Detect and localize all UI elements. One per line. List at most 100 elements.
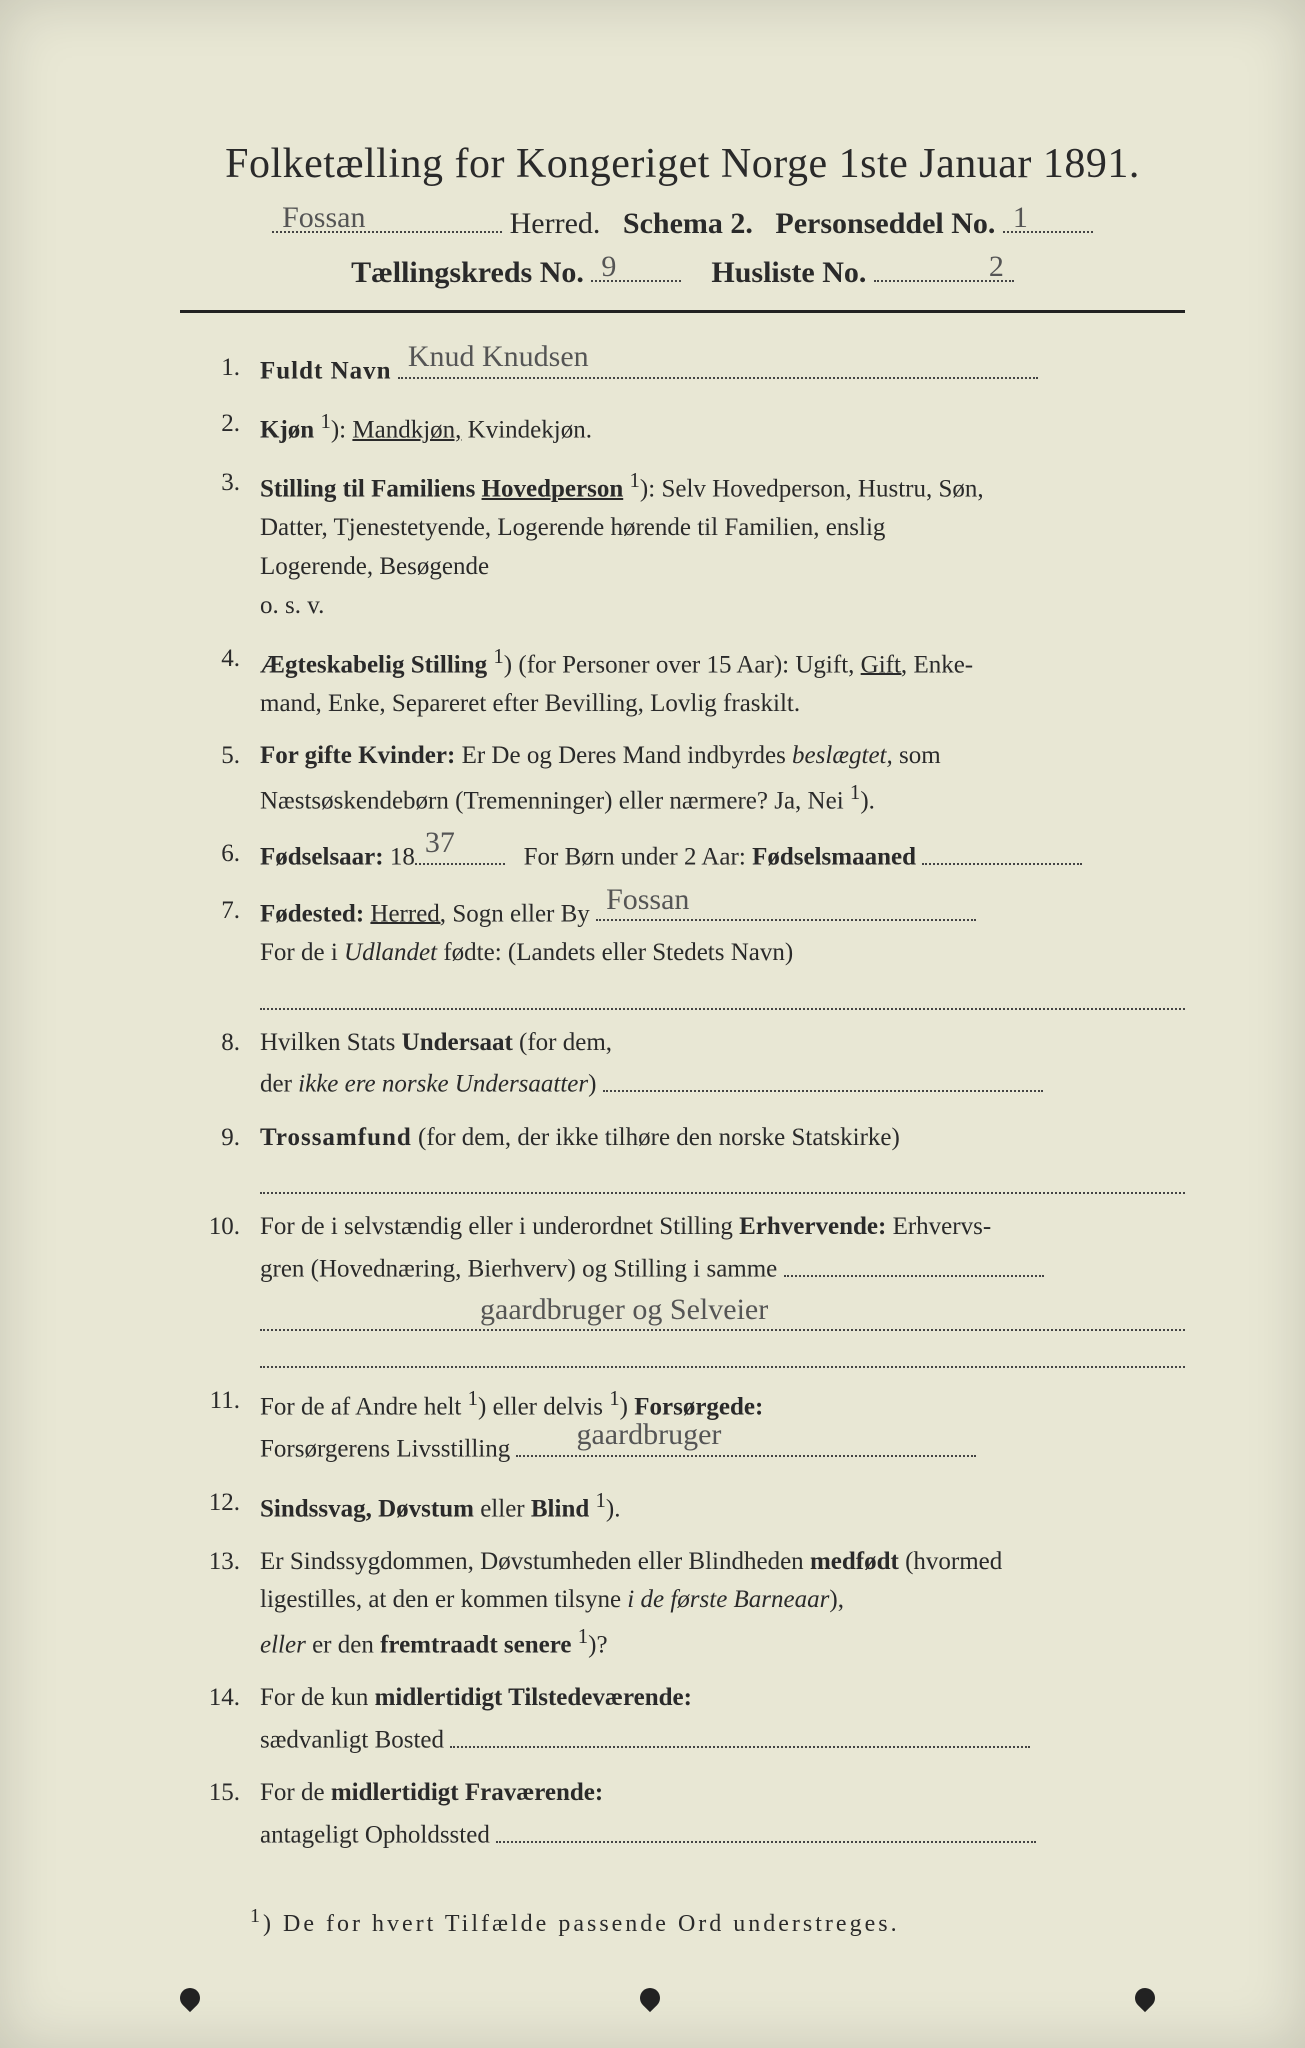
item8-text2: (for dem, — [519, 1029, 612, 1056]
husliste-label: Husliste No. — [711, 256, 866, 289]
item-number: 3. — [180, 464, 260, 503]
kjon-rest: Kvindekjøn. — [468, 417, 592, 444]
label-kjon: Kjøn — [260, 417, 314, 444]
label-fuldt-navn: Fuldt Navn — [260, 358, 392, 385]
item8-text1: Hvilken Stats — [260, 1029, 395, 1056]
item5-beslag: beslægtet, — [792, 742, 893, 769]
label-erhvervende: Erhvervende: — [739, 1213, 886, 1240]
item-5: 5. For gifte Kvinder: Er De og Deres Man… — [180, 737, 1185, 821]
item5-som: som — [899, 742, 941, 769]
footnote-text: De for hvert Tilfælde passende Ord under… — [283, 1911, 900, 1937]
item-number: 11. — [180, 1382, 260, 1421]
item-2: 2. Kjøn 1): Mandkjøn, Kvindekjøn. — [180, 405, 1185, 450]
senere: fremtraadt senere — [380, 1632, 571, 1659]
item13-eller: eller — [260, 1632, 306, 1659]
label-fodested: Fødested: — [260, 900, 364, 927]
item10-text2: Erhvervs- — [893, 1213, 992, 1240]
item-14: 14. For de kun midlertidigt Tilstedevære… — [180, 1679, 1185, 1760]
item-number: 9. — [180, 1119, 260, 1158]
item3-line2: Datter, Tjenestetyende, Logerende hørend… — [260, 514, 885, 541]
item-6: 6. Fødselsaar: 1837 For Børn under 2 Aar… — [180, 835, 1185, 877]
title-line-3: Tællingskreds No. 9 Husliste No. 2 — [180, 247, 1185, 290]
item9-text: (for dem, der ikke tilhøre den norske St… — [418, 1124, 900, 1151]
month-label: Fødselsmaaned — [752, 844, 916, 871]
husliste-no: 2 — [989, 250, 1004, 284]
item13-ital: i de første Barneaar — [627, 1586, 829, 1613]
abroad-label: For de i — [260, 939, 338, 966]
item3-line1: Selv Hovedperson, Hustru, Søn, — [661, 476, 983, 503]
item10-text3: gren (Hovednæring, Bierhverv) og Stillin… — [260, 1256, 777, 1283]
item-8: 8. Hvilken Stats Undersaat (for dem, der… — [180, 1024, 1185, 1105]
item-number: 13. — [180, 1543, 260, 1582]
label-trossamfund: Trossamfund — [260, 1124, 412, 1151]
item-1: 1. Fuldt Navn Knud Knudsen — [180, 349, 1185, 391]
item-number: 5. — [180, 737, 260, 776]
label-fravaerende: midlertidigt Fraværende: — [331, 1779, 603, 1806]
item4-paren: (for Personer over 15 Aar): — [518, 651, 789, 678]
dotline — [260, 1157, 1185, 1194]
label-undersaat: Undersaat — [402, 1029, 513, 1056]
item-number: 8. — [180, 1024, 260, 1063]
item-number: 14. — [180, 1679, 260, 1718]
item5-text1: Er De og Deres Mand indbyrdes — [462, 742, 786, 769]
fodested-underlined: Herred, — [370, 900, 446, 927]
item-13: 13. Er Sindssygdommen, Døvstumheden elle… — [180, 1543, 1185, 1666]
value-fuldt-navn: Knud Knudsen — [408, 334, 589, 381]
item13-text2: (hvormed — [905, 1548, 1002, 1575]
born-label: For Børn under 2 Aar: — [524, 844, 746, 871]
item3-line3: Logerende, Besøgende — [260, 553, 489, 580]
person-label: Personseddel No. — [775, 207, 995, 240]
fodested-value: Fossan — [606, 877, 689, 924]
udlandet: Udlandet — [344, 939, 437, 966]
year-prefix: 18 — [390, 844, 415, 871]
item-12: 12. Sindssvag, Døvstum eller Blind 1). — [180, 1484, 1185, 1529]
item4-line2: mand, Enke, Separeret efter Bevilling, L… — [260, 690, 800, 717]
item13-text1: Er Sindssygdommen, Døvstumheden eller Bl… — [260, 1548, 804, 1575]
item15-sub: antageligt Opholdssted — [260, 1822, 490, 1849]
herred-label: Herred. — [510, 207, 601, 240]
item13-text4: er den — [312, 1632, 374, 1659]
kjon-underlined: Mandkjøn, — [352, 417, 461, 444]
item-10: 10. For de i selvstændig eller i underor… — [180, 1208, 1185, 1368]
item-9: 9. Trossamfund (for dem, der ikke tilhør… — [180, 1119, 1185, 1195]
abroad-rest: fødte: (Landets eller Stedets Navn) — [443, 939, 793, 966]
title-main: Folketælling for Kongeriget Norge 1ste J… — [180, 140, 1185, 188]
item-number: 15. — [180, 1774, 260, 1813]
year-value: 37 — [425, 820, 455, 867]
item5-text2: Næstsøskendebørn (Tremenninger) eller næ… — [260, 788, 844, 815]
item-number: 10. — [180, 1208, 260, 1247]
item-number: 4. — [180, 640, 260, 679]
dotline — [260, 973, 1185, 1010]
item-number: 7. — [180, 892, 260, 931]
item15-text1: For de — [260, 1779, 325, 1806]
person-no: 1 — [1013, 201, 1028, 235]
herred-value: Fossan — [282, 201, 365, 235]
item3-line4: o. s. v. — [260, 592, 324, 619]
label-fodselsaar: Fødselsaar: — [260, 844, 384, 871]
item10-text1: For de i selvstændig eller i underordnet… — [260, 1213, 733, 1240]
item14-sub: sædvanligt Bosted — [260, 1727, 444, 1754]
tack-icon — [1131, 1984, 1159, 2012]
item-4: 4. Ægteskabelig Stilling 1) (for Persone… — [180, 640, 1185, 724]
dotline — [260, 1331, 1185, 1368]
medfodt: medfødt — [810, 1548, 899, 1575]
item11-text1: For de af Andre helt — [260, 1394, 461, 1421]
item13-text3: ligestilles, at den er kommen tilsyne — [260, 1586, 621, 1613]
item-number: 1. — [180, 349, 260, 388]
item-7: 7. Fødested: Herred, Sogn eller By Fossa… — [180, 892, 1185, 1010]
tack-icon — [176, 1984, 204, 2012]
erhverv-value: gaardbruger og Selveier — [480, 1287, 768, 1334]
item14-text1: For de kun — [260, 1684, 368, 1711]
census-form-page: Folketælling for Kongeriget Norge 1ste J… — [0, 0, 1305, 2048]
title-line-2: Fossan Herred. Schema 2. Personseddel No… — [180, 198, 1185, 241]
item8-text3: der — [260, 1071, 292, 1098]
kreds-label: Tællingskreds No. — [351, 256, 584, 289]
label-tilstede: midlertidigt Tilstedeværende: — [375, 1684, 692, 1711]
label-aegteskab: Ægteskabelig Stilling — [260, 651, 487, 678]
item-number: 2. — [180, 405, 260, 444]
forsorger-sub: Forsørgerens Livsstilling — [260, 1436, 510, 1463]
aegteskab-underlined: Gift, — [861, 651, 908, 678]
label-gifte-kvinder: For gifte Kvinder: — [260, 742, 455, 769]
item-number: 12. — [180, 1484, 260, 1523]
item-number: 6. — [180, 835, 260, 874]
